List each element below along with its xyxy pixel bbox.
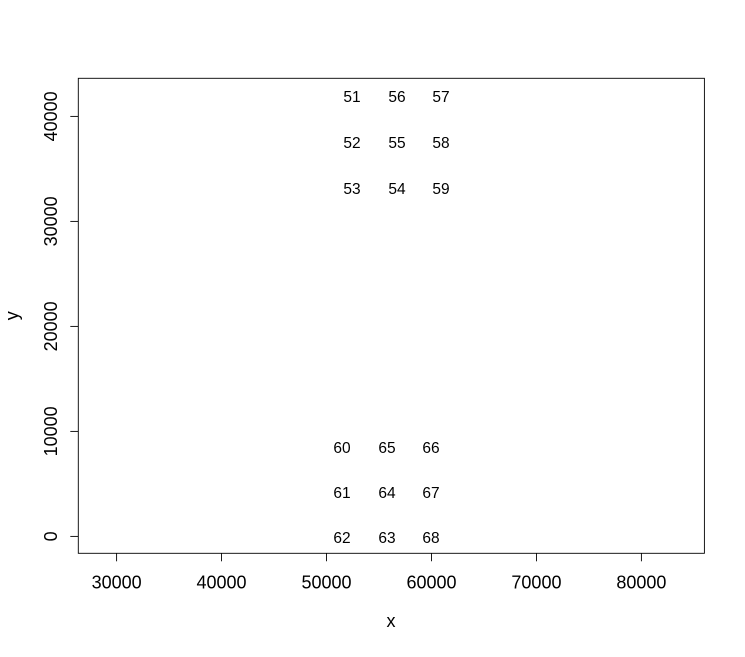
svg-text:54: 54 xyxy=(388,181,406,198)
svg-text:70000: 70000 xyxy=(511,573,561,593)
svg-text:51: 51 xyxy=(343,89,360,106)
svg-text:55: 55 xyxy=(388,135,405,152)
svg-text:56: 56 xyxy=(388,89,405,106)
svg-text:80000: 80000 xyxy=(616,573,666,593)
svg-text:63: 63 xyxy=(378,530,395,547)
svg-text:60000: 60000 xyxy=(406,573,456,593)
svg-text:66: 66 xyxy=(422,440,439,457)
svg-text:10000: 10000 xyxy=(41,406,61,456)
svg-text:40000: 40000 xyxy=(197,573,247,593)
svg-text:52: 52 xyxy=(343,135,360,152)
svg-text:y: y xyxy=(2,311,22,320)
svg-text:30000: 30000 xyxy=(41,196,61,246)
svg-text:59: 59 xyxy=(432,181,449,198)
svg-text:53: 53 xyxy=(343,181,360,198)
svg-text:40000: 40000 xyxy=(41,91,61,141)
svg-text:57: 57 xyxy=(432,89,449,106)
svg-text:64: 64 xyxy=(378,485,396,502)
svg-text:58: 58 xyxy=(432,135,449,152)
svg-text:x: x xyxy=(387,611,396,631)
svg-text:50000: 50000 xyxy=(301,573,351,593)
svg-text:68: 68 xyxy=(422,530,439,547)
svg-text:0: 0 xyxy=(41,531,61,541)
svg-text:62: 62 xyxy=(333,530,350,547)
svg-text:20000: 20000 xyxy=(41,301,61,351)
svg-text:60: 60 xyxy=(333,440,351,457)
svg-text:30000: 30000 xyxy=(92,573,142,593)
svg-text:61: 61 xyxy=(333,485,350,502)
svg-text:65: 65 xyxy=(378,440,395,457)
svg-text:67: 67 xyxy=(422,485,439,502)
